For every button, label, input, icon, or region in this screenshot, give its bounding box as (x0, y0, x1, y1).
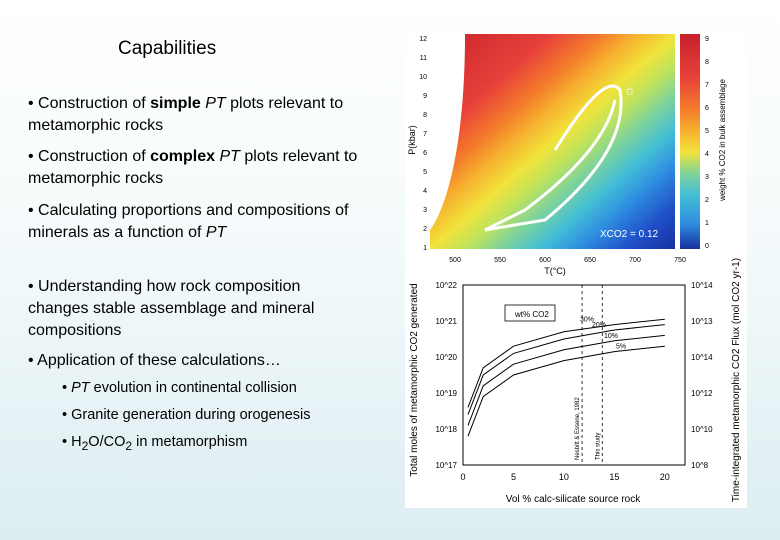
pt-y-tick: 1 (423, 245, 427, 252)
co2-x-tick: 10 (559, 472, 569, 482)
co2-x-tick: 0 (460, 472, 465, 482)
co2-series-line (467, 345, 665, 437)
colorbar-tick: 5 (705, 128, 709, 135)
colorbar-tick: 7 (705, 82, 709, 89)
co2-y-right-tick: 10^14 (691, 353, 713, 362)
co2-y-left-tick: 10^19 (435, 389, 457, 398)
co2-x-label: Vol % calc-silicate source rock (506, 494, 641, 505)
figure-panel: ✩ XCO2 = 0.12 12 11 10 9 8 7 6 5 4 3 2 1 500 550 600 6… (405, 30, 747, 508)
co2-y-right-tick: 10^14 (691, 281, 713, 290)
co2-series-line (467, 318, 665, 408)
co2-vline-label: Nesbitt & Essene, 1982 (575, 397, 581, 460)
co2-vline-label: This study (595, 433, 601, 460)
co2-series-line (467, 324, 665, 415)
pt-x-tick: 600 (539, 257, 551, 264)
colorbar-tick: 3 (705, 174, 709, 181)
pt-x-tick: 750 (674, 257, 686, 264)
pt-x-tick: 700 (629, 257, 641, 264)
co2-y-left-tick: 10^20 (435, 353, 457, 362)
co2-series-label: 30% (580, 317, 594, 324)
co2-y-left-ticks: 10^17 10^18 10^19 10^20 10^21 10^22 (435, 281, 457, 470)
co2-series-label: 5% (616, 344, 626, 351)
co2-chart: 30%20% 10% 5% Nesbitt & Essene, 1982 This s… (409, 258, 742, 505)
subbullet-h2o-co2: • H2O/CO2 in metamorphism (62, 434, 248, 453)
colorbar-label: weight % CO2 in bulk assemblage (718, 79, 727, 202)
subbullet-granite: • Granite generation during orogenesis (62, 407, 311, 423)
co2-y-left-label: Total moles of metamorphic CO2 generated (409, 283, 420, 476)
co2-y-right-ticks: 10^8 10^10 10^12 10^14 10^13 10^14 (691, 281, 713, 470)
pt-y-tick: 7 (423, 131, 427, 138)
bullet-complex-pt: • Construction of complex PT plots relev… (28, 148, 358, 187)
co2-legend-box (504, 304, 556, 322)
colorbar-tick: 9 (705, 36, 709, 43)
co2-x-ticks: 0 5 10 15 20 (460, 472, 669, 482)
pt-y-tick: 8 (423, 112, 427, 119)
pt-x-tick: 550 (494, 257, 506, 264)
co2-y-left-tick: 10^17 (435, 461, 457, 470)
xco2-annotation: XCO2 = 0.12 (600, 229, 659, 240)
pt-y-label: P(kbar) (407, 125, 417, 155)
co2-chart-frame (462, 284, 686, 466)
pt-y-tick: 9 (423, 93, 427, 100)
subbullet-pt-evolution: • PT evolution in continental collision (62, 380, 297, 396)
pt-y-tick: 12 (419, 36, 427, 43)
bullet-simple-pt: • Construction of simple PT plots releva… (28, 95, 344, 134)
co2-y-right-tick: 10^8 (691, 461, 709, 470)
co2-series-label: 20% (592, 322, 606, 329)
pt-y-ticks: 12 11 10 9 8 7 6 5 4 3 2 1 (419, 36, 427, 252)
pt-y-tick: 4 (423, 188, 427, 195)
bullet-mineral-proportions: • Calculating proportions and compositio… (28, 202, 349, 241)
bullet-rock-composition: • Understanding how rock composition cha… (28, 278, 315, 339)
co2-series: 30%20% 10% 5% (467, 317, 665, 437)
co2-y-right-tick: 10^10 (691, 425, 713, 434)
pt-y-tick: 11 (420, 55, 427, 62)
bullet-applications: • Application of these calculations… (28, 352, 281, 369)
co2-y-right-tick: 10^12 (691, 389, 713, 398)
co2-y-left-tick: 10^21 (435, 317, 457, 326)
pt-path-arrow (484, 84, 623, 232)
colorbar-tick: 0 (705, 243, 709, 250)
pt-white-region (430, 34, 465, 230)
co2-vlines: Nesbitt & Essene, 1982 This study (575, 285, 603, 465)
co2-y-right-label: Time-integrated metamorphic CO2 Flux (mo… (731, 258, 742, 502)
slide-title: Capabilities (118, 38, 217, 59)
pt-y-tick: 3 (423, 207, 427, 214)
co2-x-tick: 15 (609, 472, 619, 482)
co2-y-left-tick: 10^22 (435, 281, 457, 290)
colorbar-tick: 2 (705, 197, 709, 204)
pt-x-tick: 500 (449, 257, 461, 264)
pt-y-tick: 5 (423, 169, 427, 176)
colorbar-tick: 8 (705, 59, 709, 66)
pt-y-tick: 10 (419, 74, 427, 81)
pt-x-ticks: 500 550 600 650 700 750 (449, 257, 686, 264)
co2-y-right-tick: 10^13 (691, 317, 713, 326)
colorbar (680, 34, 700, 249)
co2-legend: wt% CO2 (514, 310, 549, 319)
pt-y-tick: 2 (423, 226, 427, 233)
co2-x-tick: 20 (660, 472, 670, 482)
colorbar-tick: 6 (705, 105, 709, 112)
co2-y-left-tick: 10^18 (435, 425, 457, 434)
colorbar-ticks: 9 8 7 6 5 4 3 2 1 0 (705, 36, 709, 250)
co2-x-tick: 5 (511, 472, 516, 482)
co2-series-label: 10% (604, 333, 618, 340)
colorbar-tick: 4 (705, 151, 709, 158)
colorbar-tick: 1 (705, 220, 709, 227)
pt-color-field (430, 34, 675, 249)
pt-y-tick: 6 (423, 150, 427, 157)
pt-x-label: T(°C) (544, 266, 566, 276)
co2-series-line (467, 334, 665, 426)
pt-x-tick: 650 (584, 257, 596, 264)
pt-star-icon: ✩ (625, 86, 634, 98)
